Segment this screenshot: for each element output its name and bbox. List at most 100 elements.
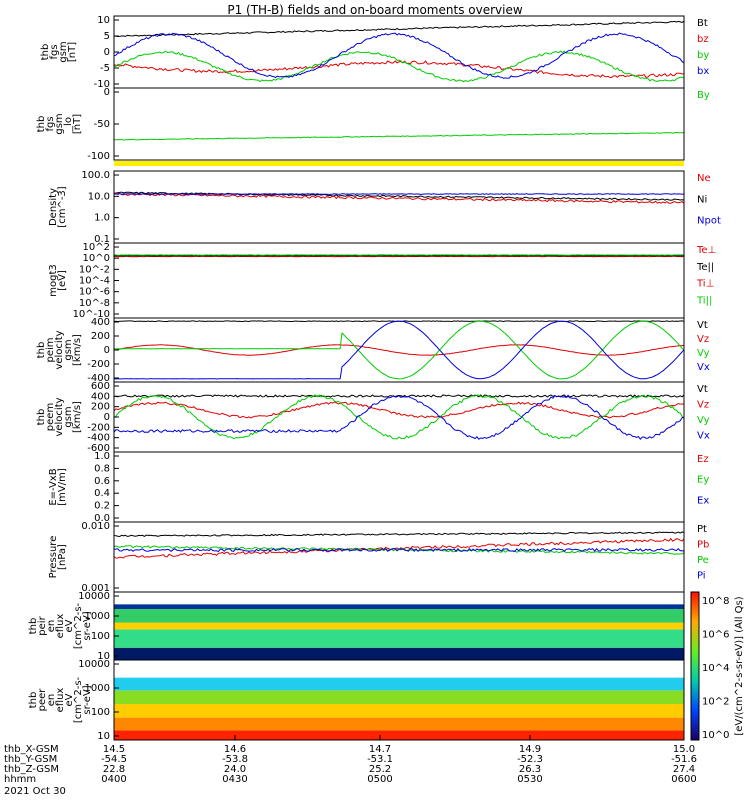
colorbar-tick-label: 10^8 xyxy=(702,596,729,607)
y-tick-label: 0.2 xyxy=(94,501,110,512)
y-tick-label: 0.010 xyxy=(81,521,110,532)
y-tick-label: 10.0 xyxy=(88,191,110,202)
series-line-blue xyxy=(113,320,685,380)
y-tick-label: -400 xyxy=(87,373,110,384)
series-line-green xyxy=(113,50,685,83)
y-tick-label: 400 xyxy=(91,391,110,402)
colorbar-tick-label: 10^4 xyxy=(702,663,729,674)
x-axis-value: 0430 xyxy=(222,774,247,785)
x-axis-value: 25.2 xyxy=(369,764,391,775)
legend-entry: Ne xyxy=(697,173,711,184)
colorbar xyxy=(690,591,700,741)
y-tick-label: 0.001 xyxy=(81,583,110,594)
y-axis-label: [mV/m] xyxy=(57,468,68,506)
series-line-green xyxy=(113,320,685,380)
x-axis-row-label: thb_X-GSM xyxy=(4,744,59,755)
legend-entry: Ey xyxy=(697,475,709,486)
legend-entry: Vx xyxy=(697,362,710,373)
x-axis-value: 22.8 xyxy=(103,764,125,775)
y-axis-label: peir xyxy=(37,615,48,635)
y-axis-label: thb xyxy=(40,44,51,61)
x-axis-value: 14.7 xyxy=(369,744,391,755)
y-tick-label: 10 xyxy=(97,651,110,662)
y-axis-label: [nT] xyxy=(72,114,83,134)
panel-frame xyxy=(113,15,685,89)
y-tick-label: 10^-2 xyxy=(79,264,110,275)
series-line-black xyxy=(113,191,685,201)
x-axis-value: 27.4 xyxy=(673,764,695,775)
panel-frame xyxy=(113,242,685,319)
series-line-blue xyxy=(113,193,685,195)
series-line-red xyxy=(113,60,685,79)
y-tick-label: 0.0 xyxy=(94,513,110,524)
y-axis-label: _lo xyxy=(63,117,74,132)
y-axis-label: velocity xyxy=(54,330,65,369)
x-axis-value: 0530 xyxy=(517,774,542,785)
y-axis-label: sr-eV] xyxy=(82,611,93,640)
colorbar-tick-label: 10^0 xyxy=(702,730,729,741)
y-axis-label: eV xyxy=(64,619,75,632)
spectrogram-band xyxy=(114,660,684,678)
y-tick-label: 0 xyxy=(104,47,110,58)
legend-entry: Vz xyxy=(697,400,709,411)
legend-entry: Ez xyxy=(697,454,709,465)
legend-entry: Te|| xyxy=(696,262,714,273)
y-axis-label: gsm xyxy=(63,339,74,360)
spectrogram-band xyxy=(114,592,684,605)
x-axis-value: -53.1 xyxy=(367,754,393,765)
y-axis-label: [eV] xyxy=(57,270,68,291)
x-axis-value: -51.6 xyxy=(671,754,697,765)
y-tick-label: 10^-8 xyxy=(79,298,110,309)
x-axis-date: 2021 Oct 30 xyxy=(4,786,66,797)
y-axis-label: en xyxy=(46,620,57,633)
y-tick-label: -400 xyxy=(87,433,110,444)
y-axis-label: thb xyxy=(28,618,39,635)
y-tick-label: -50 xyxy=(94,119,110,130)
legend-entry: Ti⊥ xyxy=(696,279,714,290)
legend-entry: By xyxy=(697,90,710,101)
legend-entry: Te⊥ xyxy=(696,245,716,256)
y-tick-label: 1000 xyxy=(85,611,110,622)
page-title: P1 (TH-B) fields and on-board moments ov… xyxy=(227,3,523,17)
y-tick-label: 10^-10 xyxy=(73,309,110,320)
y-tick-label: 10000 xyxy=(78,591,110,602)
panel-frame xyxy=(113,317,685,383)
y-axis-label: thb xyxy=(36,342,47,359)
legend-entry: Vy xyxy=(697,415,710,426)
y-tick-label: 0.4 xyxy=(94,488,110,499)
y-tick-label: -200 xyxy=(87,359,110,370)
colorbar-tick-label: 10^6 xyxy=(702,630,729,641)
y-axis-label: gsm xyxy=(63,406,74,427)
y-tick-label: -100 xyxy=(87,151,110,162)
legend-entry: Vx xyxy=(697,431,710,442)
y-axis-label: gsm xyxy=(58,41,69,62)
y-axis-label: E=-VxB xyxy=(48,468,59,505)
x-axis-value: 0600 xyxy=(671,774,696,785)
spectrogram-band xyxy=(114,622,684,630)
series-line-black xyxy=(113,531,685,538)
y-axis-label: fgs xyxy=(49,44,60,59)
x-axis-row-label: hhmm xyxy=(4,774,36,785)
spectrogram-band xyxy=(114,717,684,731)
y-tick-label: 200 xyxy=(91,402,110,413)
panel-frame xyxy=(113,87,685,161)
y-axis-label: thb xyxy=(36,409,47,426)
y-axis-label: thb xyxy=(36,116,47,133)
y-axis-label: [km/s] xyxy=(72,334,83,366)
y-axis-label: peer xyxy=(37,688,48,712)
y-tick-label: 100.0 xyxy=(81,170,110,181)
colorbar-label: [eV/(cm^2-s-sr-eV)] (All Qs) xyxy=(734,596,745,735)
x-axis-value: 24.0 xyxy=(224,764,246,775)
colorbar-tick-label: 10^2 xyxy=(702,697,729,708)
y-axis-label: mogt3 xyxy=(48,264,59,297)
legend-entry: Ex xyxy=(697,495,709,506)
y-axis-label: eV xyxy=(64,693,75,706)
y-tick-label: 600 xyxy=(91,381,110,392)
legend-entry: Bt xyxy=(697,18,708,29)
legend-entry: Pe xyxy=(697,555,709,566)
legend-entry: Ni xyxy=(697,194,707,205)
yellow-strip xyxy=(114,161,684,166)
y-tick-label: 0.8 xyxy=(94,463,110,474)
spectrogram-band xyxy=(114,609,684,623)
